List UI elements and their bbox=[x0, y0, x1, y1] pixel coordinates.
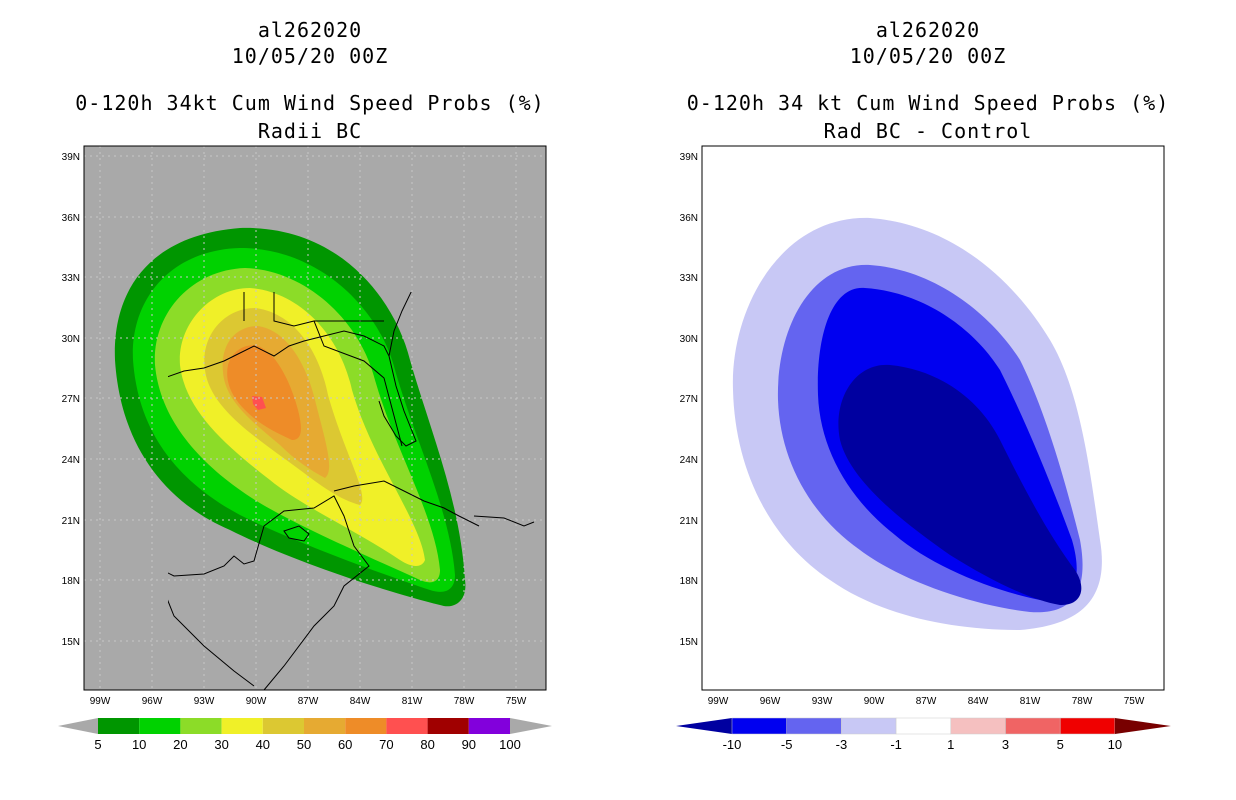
right-lat-label-27N: 27N bbox=[680, 394, 698, 405]
right-storm-id: al262020 bbox=[875, 18, 981, 42]
left-lon-label-75W: 75W bbox=[506, 696, 527, 707]
left-map-frame bbox=[83, 145, 547, 691]
right-lat-label-36N: 36N bbox=[680, 213, 698, 224]
left-plot-subtitle: Radii BC bbox=[257, 119, 363, 143]
left-colorbar-label: 60 bbox=[338, 737, 352, 752]
left-colorbar-swatch bbox=[139, 718, 181, 734]
right-lat-label-15N: 15N bbox=[680, 637, 698, 648]
right-colorbar-label: 3 bbox=[1002, 737, 1009, 752]
left-lon-label-93W: 93W bbox=[194, 696, 215, 707]
right-colorbar-swatch bbox=[895, 717, 952, 735]
left-colorbar-label: 5 bbox=[94, 737, 101, 752]
left-colorbar-swatch bbox=[386, 718, 428, 734]
right-lon-label-84W: 84W bbox=[968, 696, 989, 707]
left-colorbar-swatch bbox=[468, 718, 510, 734]
left-colorbar-swatch bbox=[221, 718, 263, 734]
right-colorbar-label: 1 bbox=[947, 737, 954, 752]
right-lat-label-21N: 21N bbox=[680, 516, 698, 527]
left-lat-label-39N: 39N bbox=[62, 152, 80, 163]
left-plot-title: 0-120h 34kt Cum Wind Speed Probs (%) bbox=[75, 91, 545, 115]
right-lon-label-81W: 81W bbox=[1020, 696, 1041, 707]
left-lon-label-90W: 90W bbox=[246, 696, 267, 707]
right-plot-subtitle: Rad BC - Control bbox=[823, 119, 1033, 143]
left-lat-label-21N: 21N bbox=[62, 516, 80, 527]
right-colorbar-swatch bbox=[786, 717, 842, 735]
left-colorbar-label: 20 bbox=[173, 737, 187, 752]
right-lon-label-87W: 87W bbox=[916, 696, 937, 707]
right-lat-label-30N: 30N bbox=[680, 334, 698, 345]
left-colorbar-swatch bbox=[427, 718, 469, 734]
right-colorbar-label: -1 bbox=[890, 737, 902, 752]
left-colorbar-high-arrow bbox=[510, 718, 552, 734]
right-lat-label-33N: 33N bbox=[680, 273, 698, 284]
right-lon-label-90W: 90W bbox=[864, 696, 885, 707]
right-colorbar-swatch bbox=[731, 717, 787, 735]
left-lat-label-18N: 18N bbox=[62, 576, 80, 587]
left-colorbar-swatch bbox=[304, 718, 346, 734]
left-storm-id: al262020 bbox=[257, 18, 363, 42]
left-lat-label-24N: 24N bbox=[62, 455, 80, 466]
right-colorbar-swatch bbox=[1005, 717, 1061, 735]
left-lat-label-15N: 15N bbox=[62, 637, 80, 648]
right-colorbar-low-arrow bbox=[676, 718, 732, 734]
right-datetime: 10/05/20 00Z bbox=[849, 44, 1007, 68]
right-colorbar-label: -10 bbox=[723, 737, 742, 752]
right-lat-label-39N: 39N bbox=[680, 152, 698, 163]
right-colorbar-label: -3 bbox=[836, 737, 848, 752]
right-lat-label-24N: 24N bbox=[680, 455, 698, 466]
right-colorbar-swatch bbox=[841, 717, 897, 735]
left-colorbar-label: 80 bbox=[420, 737, 434, 752]
left-datetime: 10/05/20 00Z bbox=[231, 44, 389, 68]
left-lon-label-78W: 78W bbox=[454, 696, 475, 707]
left-colorbar-label: 100 bbox=[499, 737, 521, 752]
left-probability-contours bbox=[114, 227, 466, 607]
left-colorbar-low-arrow bbox=[58, 718, 98, 734]
right-colorbar-swatch bbox=[1059, 717, 1116, 735]
right-colorbar-high-arrow bbox=[1114, 718, 1171, 734]
left-colorbar-label: 40 bbox=[256, 737, 270, 752]
right-colorbar-label: -5 bbox=[781, 737, 793, 752]
right-map bbox=[701, 145, 1165, 691]
left-lat-label-36N: 36N bbox=[62, 213, 80, 224]
right-lat-label-18N: 18N bbox=[680, 576, 698, 587]
right-colorbar-label: 5 bbox=[1057, 737, 1064, 752]
right-map-frame bbox=[701, 145, 1165, 691]
left-lon-label-96W: 96W bbox=[142, 696, 163, 707]
right-lon-label-78W: 78W bbox=[1072, 696, 1093, 707]
right-lon-label-96W: 96W bbox=[760, 696, 781, 707]
left-colorbar-label: 10 bbox=[132, 737, 146, 752]
left-lat-label-30N: 30N bbox=[62, 334, 80, 345]
left-colorbar-label: 30 bbox=[214, 737, 228, 752]
right-colorbar-label: 10 bbox=[1108, 737, 1122, 752]
left-lat-label-33N: 33N bbox=[62, 273, 80, 284]
right-lon-label-75W: 75W bbox=[1124, 696, 1145, 707]
right-colorbar: -10 -5 -3 -1 1 3 5 10 bbox=[676, 717, 1171, 752]
left-lat-label-27N: 27N bbox=[62, 394, 80, 405]
right-lon-label-93W: 93W bbox=[812, 696, 833, 707]
left-lon-label-84W: 84W bbox=[350, 696, 371, 707]
axis-labels: 39N 36N 33N 30N 27N 24N 21N 18N 15N 99W 96W 93W 90W 8… bbox=[62, 152, 1145, 707]
left-lon-label-87W: 87W bbox=[298, 696, 319, 707]
left-colorbar-swatch bbox=[180, 718, 222, 734]
left-lon-label-99W: 99W bbox=[90, 696, 111, 707]
left-colorbar-swatch bbox=[262, 718, 304, 734]
right-colorbar-swatch bbox=[950, 717, 1006, 735]
right-difference-contours bbox=[732, 217, 1102, 630]
right-lon-label-99W: 99W bbox=[708, 696, 729, 707]
left-map bbox=[83, 145, 547, 691]
left-colorbar-label: 90 bbox=[462, 737, 476, 752]
left-colorbar-swatch bbox=[98, 718, 140, 734]
left-colorbar-label: 70 bbox=[379, 737, 393, 752]
left-colorbar-swatch bbox=[345, 718, 387, 734]
left-colorbar-label: 50 bbox=[297, 737, 311, 752]
left-colorbar: 5 10 20 30 40 50 60 70 80 90 100 bbox=[58, 718, 552, 752]
left-lon-label-81W: 81W bbox=[402, 696, 423, 707]
right-plot-title: 0-120h 34 kt Cum Wind Speed Probs (%) bbox=[686, 91, 1170, 115]
